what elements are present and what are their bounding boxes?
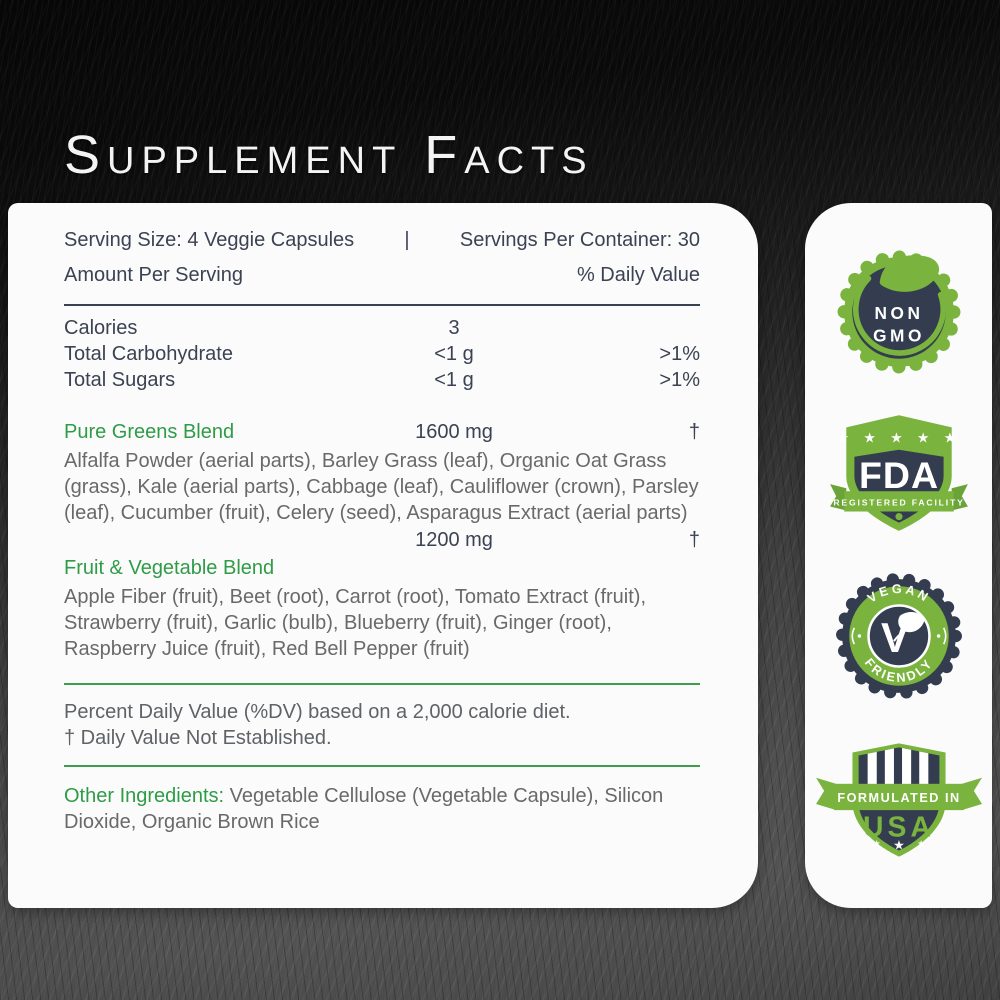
non-gmo-icon: NON GMO xyxy=(837,250,960,374)
other-ingredients-text: Vegetable Cellulose (Vegetable Capsule),… xyxy=(64,785,664,833)
nutrient-name: Calories xyxy=(64,317,138,339)
divider-pipe: | xyxy=(404,229,410,251)
footnote-block: Percent Daily Value (%DV) based on a 2,0… xyxy=(64,699,700,751)
leaf-icon xyxy=(897,612,924,633)
table-row: Total Carbohydrate <1 g >1% xyxy=(64,341,700,367)
star-icon: ★ xyxy=(917,839,925,849)
badge-panel: NON GMO ★ ★ ★ ★ ★ FDA REGISTERED FACILIT… xyxy=(805,203,992,908)
supplement-facts-panel: Serving Size: 4 Veggie Capsules | Servin… xyxy=(8,203,758,908)
page-title: Supplement Facts xyxy=(64,125,594,185)
daily-value-header: % Daily Value xyxy=(576,264,700,286)
non-gmo-line2: GMO xyxy=(873,325,925,345)
servings-per-container-text: Servings Per Container: 30 xyxy=(459,229,700,251)
nutrient-name: Total Sugars xyxy=(64,369,176,391)
star-icon: ★ xyxy=(872,839,880,849)
blend-name: Fruit & Vegetable Blend xyxy=(64,557,275,579)
blend-amount: 1600 mg xyxy=(415,421,493,443)
serving-size-text: Serving Size: 4 Veggie Capsules xyxy=(64,229,355,251)
nutrient-amount: 3 xyxy=(448,317,460,339)
fda-stars: ★ ★ ★ ★ ★ xyxy=(836,431,961,447)
star-icon: ★ xyxy=(893,838,905,853)
serving-info-row: Serving Size: 4 Veggie Capsules | Servin… xyxy=(64,227,700,253)
greens-blend-ingredients: Alfalfa Powder (aerial parts), Barley Gr… xyxy=(64,450,699,524)
greens-blend-row: Pure Greens Blend 1600 mg † xyxy=(64,419,700,446)
header-divider xyxy=(64,304,700,306)
nutrient-dv: >1% xyxy=(659,369,700,391)
fda-registered-icon: ★ ★ ★ ★ ★ FDA REGISTERED FACILITY xyxy=(829,415,968,531)
nutrient-dv: >1% xyxy=(659,343,700,365)
nutrient-amount: <1 g xyxy=(434,369,474,391)
blend-name-spacer xyxy=(64,527,374,553)
amount-per-serving-header: Amount Per Serving xyxy=(64,264,243,286)
blend-name: Pure Greens Blend xyxy=(64,421,235,443)
footnote-line-2: † Daily Value Not Established. xyxy=(64,727,332,749)
fda-ribbon-text: REGISTERED FACILITY xyxy=(833,497,964,507)
fruit-blend-ingredients: Apple Fiber (fruit), Beet (root), Carrot… xyxy=(64,586,647,660)
nutrient-amount: <1 g xyxy=(434,343,474,365)
fda-acronym: FDA xyxy=(858,454,938,496)
other-ingredients: Other Ingredients: Vegetable Cellulose (… xyxy=(64,783,700,835)
footnote-top-divider xyxy=(64,683,700,685)
column-header-row: Amount Per Serving % Daily Value xyxy=(64,262,700,288)
nutrient-name: Total Carbohydrate xyxy=(64,343,233,365)
vegan-friendly-icon: VEGAN FRIENDLY V xyxy=(835,573,962,699)
non-gmo-line1: NON xyxy=(874,303,923,323)
nutrient-dv xyxy=(534,315,700,341)
leaf-icon xyxy=(879,255,939,292)
usa-ribbon-text: FORMULATED IN xyxy=(837,791,960,805)
fruit-blend-amount-row: 1200 mg † xyxy=(64,527,700,553)
usa-country-text: USA xyxy=(863,811,935,843)
dagger-symbol: † xyxy=(688,421,700,443)
blend-amount: 1200 mg xyxy=(415,529,493,551)
dagger-symbol: † xyxy=(688,529,700,551)
footnote-bottom-divider xyxy=(64,765,700,767)
other-ingredients-label: Other Ingredients: xyxy=(64,785,225,807)
formulated-in-usa-icon: FORMULATED IN USA ★ ★ ★ xyxy=(815,743,982,857)
table-row: Total Sugars <1 g >1% xyxy=(64,367,700,393)
footnote-line-1: Percent Daily Value (%DV) based on a 2,0… xyxy=(64,701,571,723)
table-row: Calories 3 xyxy=(64,315,700,341)
